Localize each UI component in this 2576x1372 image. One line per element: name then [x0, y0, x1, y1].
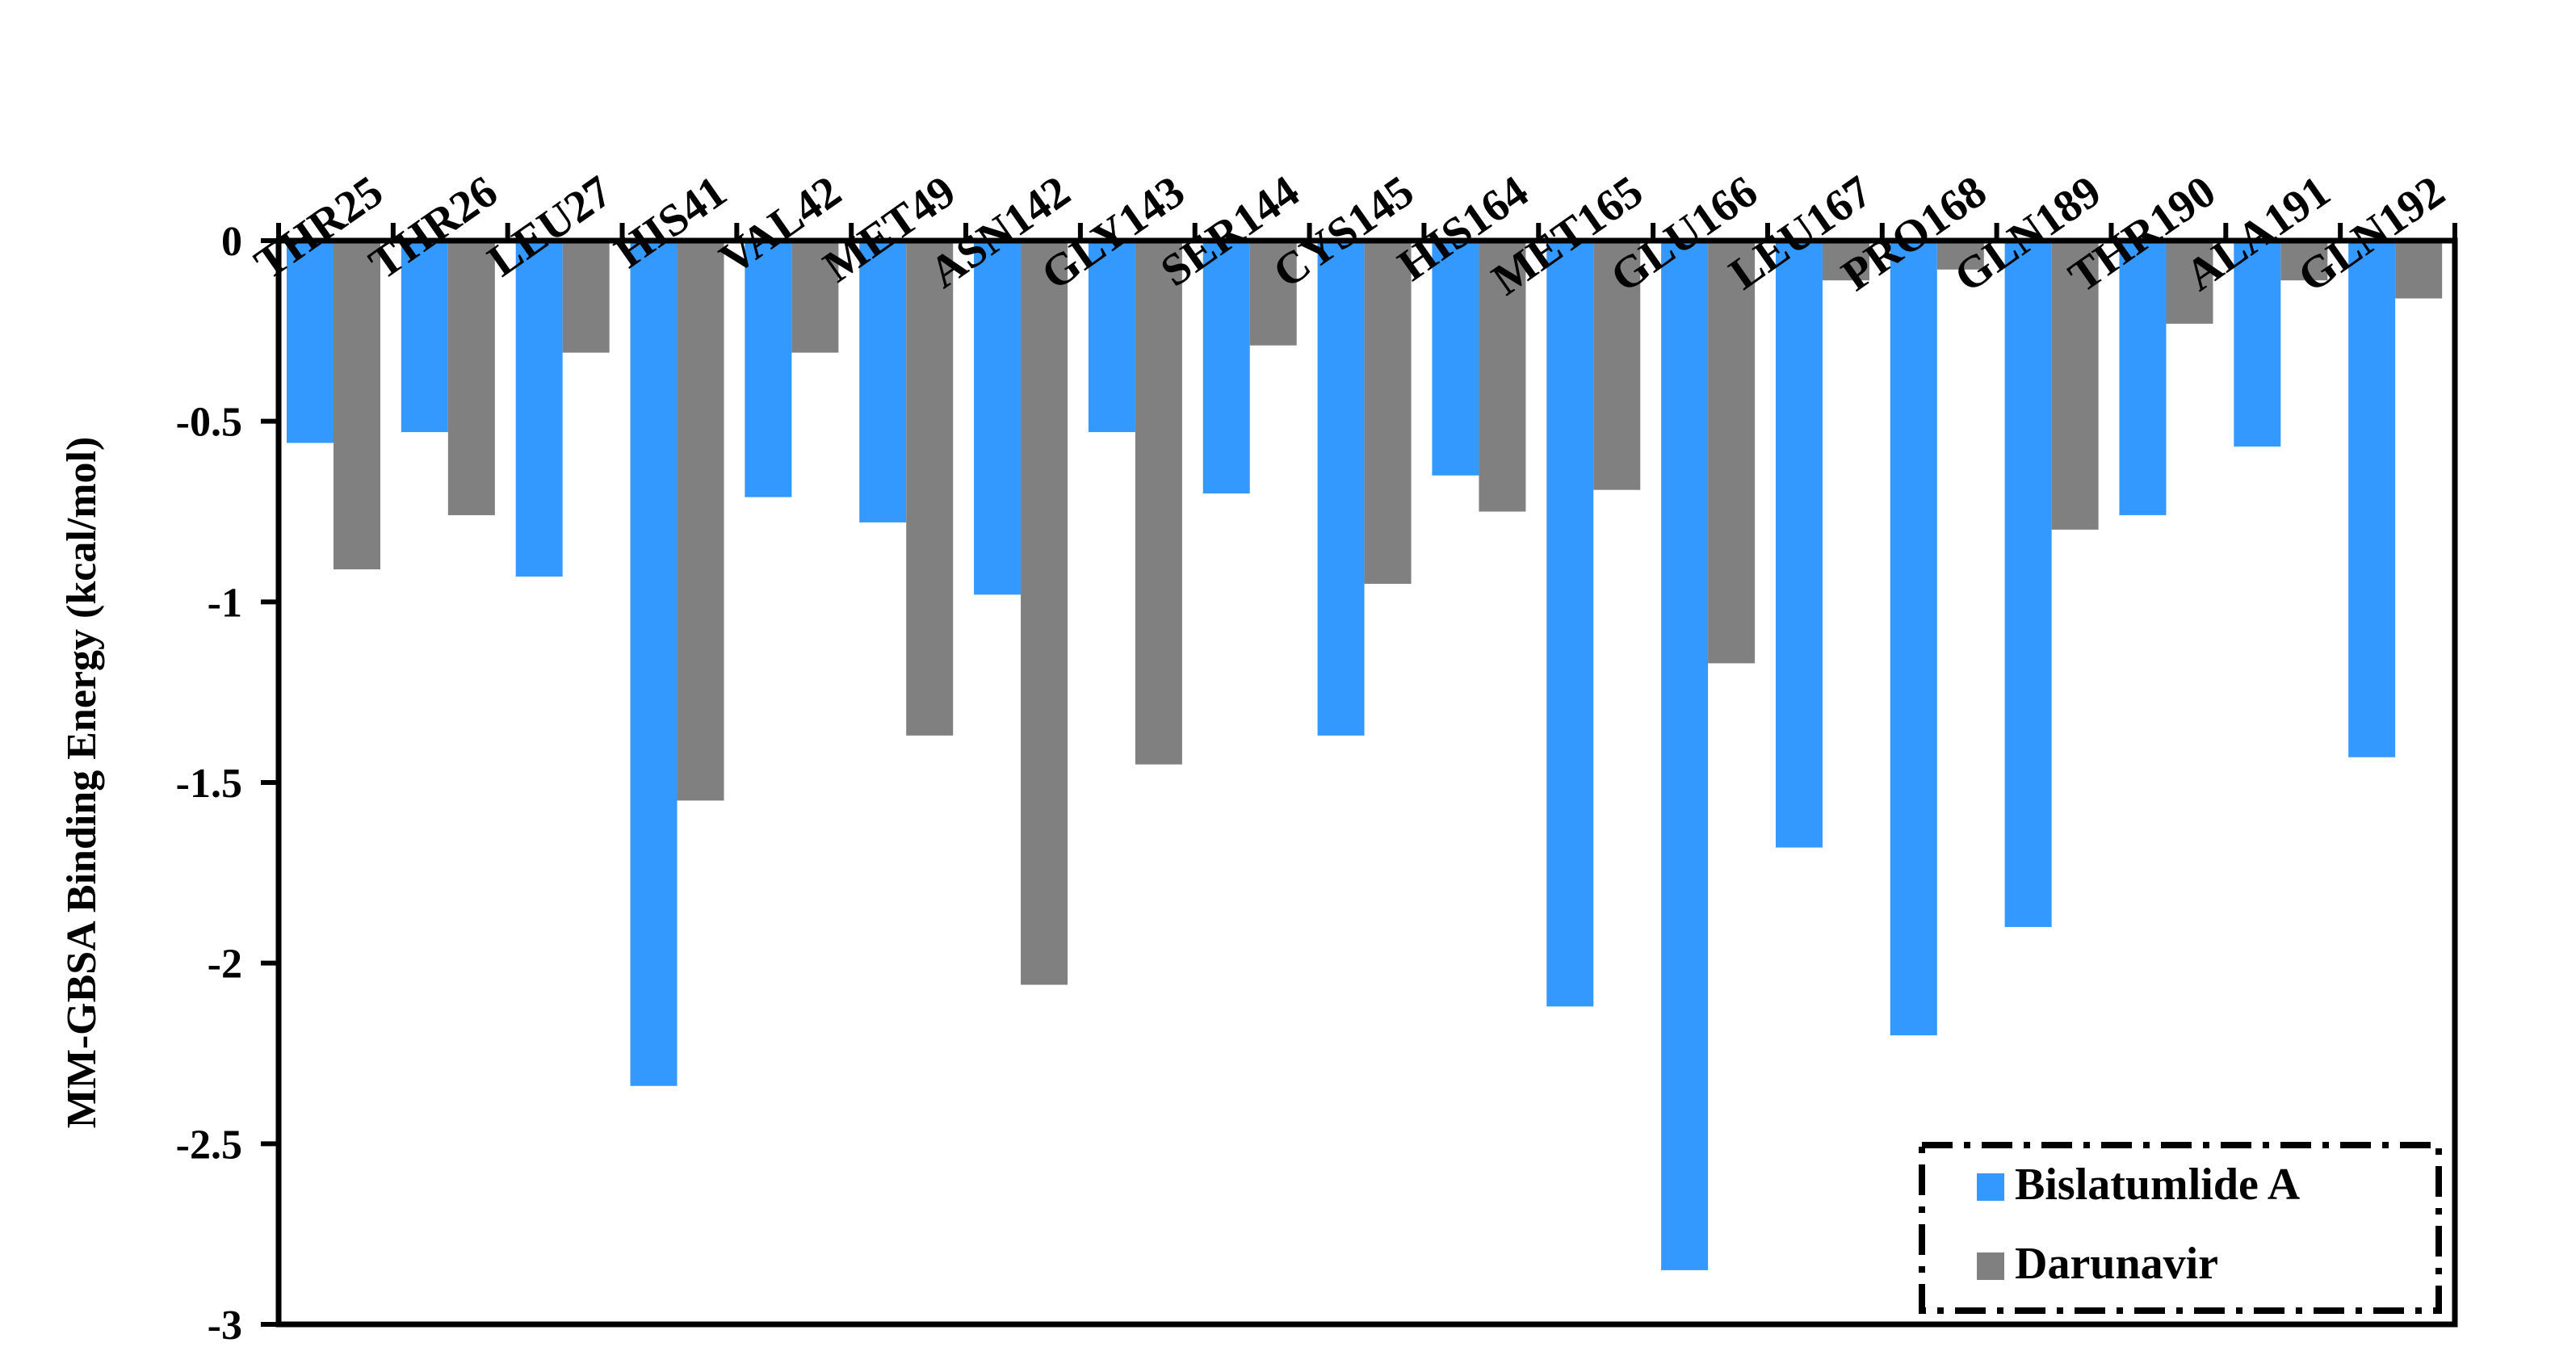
y-tick-label: 0 — [221, 219, 242, 265]
y-axis-title: MM-GBSA Binding Energy (kcal/mol) — [59, 437, 105, 1129]
bar-bislatumlide-a-pro168 — [1890, 241, 1937, 1036]
bar-darunavir-his164 — [1479, 241, 1526, 512]
bar-darunavir-met165 — [1593, 241, 1641, 490]
bar-darunavir-met49 — [906, 241, 954, 736]
bar-bislatumlide-a-val42 — [745, 241, 792, 497]
bar-bislatumlide-a-gln189 — [2004, 241, 2052, 927]
bar-bislatumlide-a-ala191 — [2234, 241, 2281, 447]
legend-swatch-bislatumlide-a — [1977, 1173, 2004, 1201]
bar-bislatumlide-a-met49 — [859, 241, 907, 522]
bar-darunavir-thr190 — [2166, 241, 2213, 324]
bar-darunavir-cys145 — [1364, 241, 1412, 584]
bar-darunavir-pro168 — [1936, 241, 1984, 270]
y-tick-label: -2 — [208, 942, 242, 988]
bar-bislatumlide-a-thr190 — [2119, 241, 2167, 515]
y-axis: 0 -0.5 -1 -1.5 -2 -2.5 -3 — [176, 219, 279, 1349]
bar-bislatumlide-a-thr25 — [287, 241, 334, 443]
bar-bislatumlide-a-gln192 — [2348, 241, 2396, 757]
legend: Bislatumlide A Darunavir — [1919, 1142, 2442, 1314]
bars-layer — [287, 241, 2443, 1270]
bar-bislatumlide-a-leu27 — [515, 241, 563, 577]
legend-label-bislatumlide-a: Bislatumlide A — [2015, 1160, 2301, 1210]
bar-darunavir-gln192 — [2395, 241, 2443, 299]
bar-bislatumlide-a-his164 — [1432, 241, 1479, 476]
bar-darunavir-leu167 — [1822, 241, 1869, 281]
legend-box — [1919, 1142, 2442, 1314]
bar-bislatumlide-a-ser144 — [1202, 241, 1250, 494]
y-tick-label: -3 — [208, 1303, 242, 1349]
y-tick-label: -1.5 — [176, 761, 242, 807]
bar-bislatumlide-a-cys145 — [1317, 241, 1365, 736]
bar-bislatumlide-a-glu166 — [1661, 241, 1709, 1270]
legend-label-darunavir: Darunavir — [2015, 1239, 2218, 1289]
legend-swatch-darunavir — [1977, 1252, 2004, 1280]
bar-darunavir-val42 — [791, 241, 839, 353]
bar-bislatumlide-a-gly143 — [1088, 241, 1135, 433]
bar-bislatumlide-a-met165 — [1546, 241, 1594, 1007]
bar-darunavir-ala191 — [2280, 241, 2328, 281]
bar-darunavir-his41 — [677, 241, 724, 801]
bar-bislatumlide-a-his41 — [630, 241, 678, 1086]
bar-bislatumlide-a-asn142 — [974, 241, 1022, 595]
y-tick-label: -0.5 — [176, 400, 242, 446]
bar-darunavir-thr26 — [447, 241, 495, 515]
bar-darunavir-leu27 — [562, 241, 610, 353]
bar-bislatumlide-a-leu167 — [1775, 241, 1823, 848]
bar-darunavir-thr25 — [334, 241, 380, 570]
bar-darunavir-glu166 — [1708, 241, 1756, 664]
bar-bislatumlide-a-thr26 — [401, 241, 448, 433]
y-tick-label: -2.5 — [176, 1122, 242, 1168]
bar-darunavir-gln189 — [2051, 241, 2099, 530]
bar-darunavir-ser144 — [1249, 241, 1297, 346]
y-tick-label: -1 — [208, 580, 242, 626]
bar-darunavir-gly143 — [1135, 241, 1182, 765]
bar-darunavir-asn142 — [1021, 241, 1068, 985]
